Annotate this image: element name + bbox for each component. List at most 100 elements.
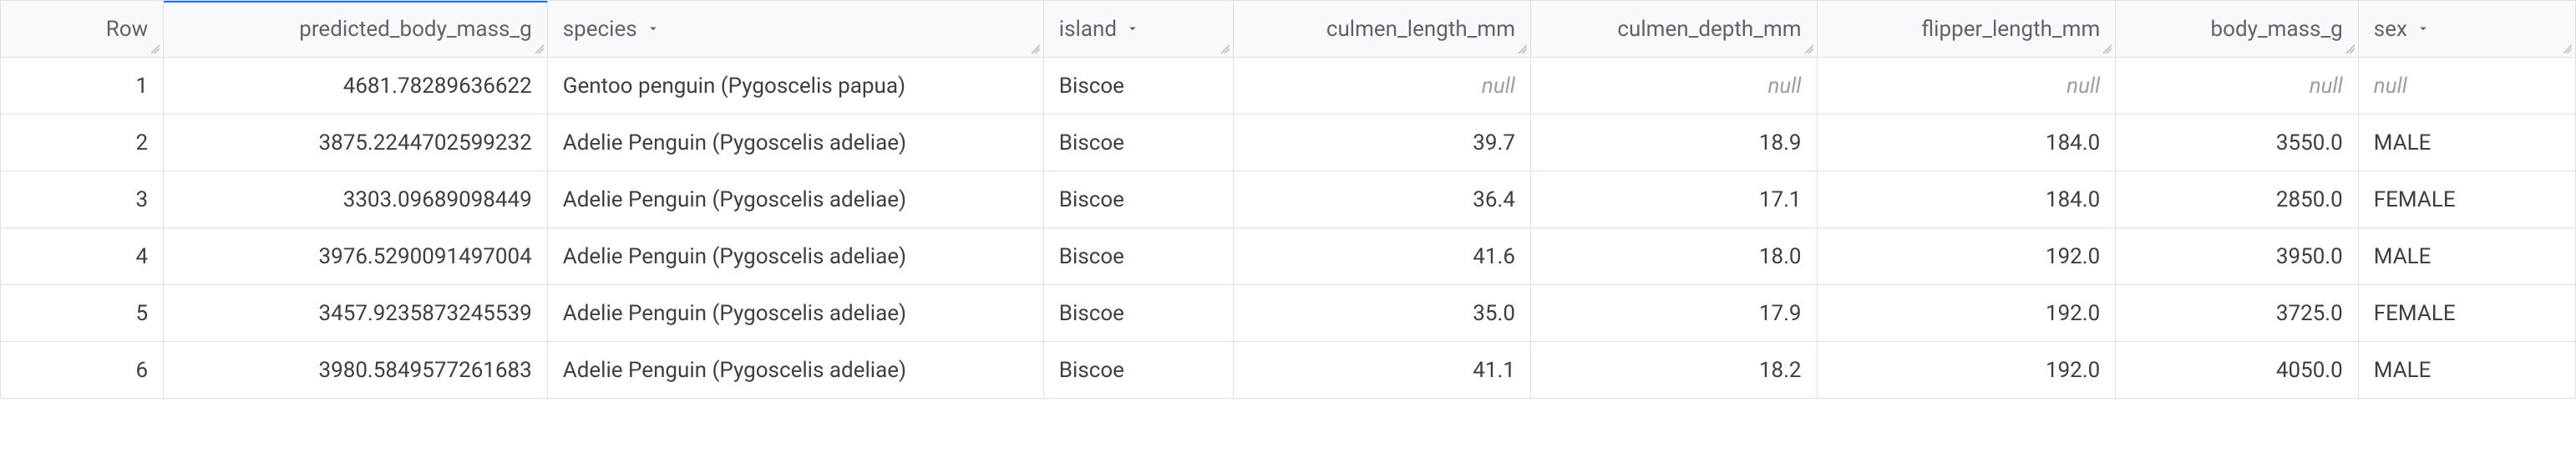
cell-value: 17.9 — [1759, 301, 1802, 326]
column-header-clen[interactable]: culmen_length_mm — [1234, 1, 1531, 58]
column-header-flen[interactable]: flipper_length_mm — [1817, 1, 2116, 58]
cell-flen: 184.0 — [1817, 115, 2116, 171]
cell-value: 6 — [136, 358, 149, 383]
cell-isl: Biscoe — [1043, 58, 1234, 115]
cell-value: 18.0 — [1759, 244, 1802, 269]
cell-bmass: 2850.0 — [2116, 171, 2359, 228]
cell-value: 5 — [136, 301, 149, 326]
cell-value: Adelie Penguin (Pygoscelis adeliae) — [563, 301, 906, 326]
table-row[interactable]: 14681.78289636622Gentoo penguin (Pygosce… — [1, 58, 2576, 115]
column-header-spec[interactable]: species — [547, 1, 1043, 58]
cell-value: 18.9 — [1759, 130, 1802, 156]
table-row[interactable]: 6 3980.5849577261683 Adelie Penguin (Pygos… — [1, 342, 2576, 399]
column-header-cdep[interactable]: culmen_depth_mm — [1531, 1, 1818, 58]
results-body: 14681.78289636622Gentoo penguin (Pygosce… — [1, 58, 2576, 399]
cell-value: MALE — [2374, 130, 2431, 156]
cell-value: 3976.5290091497004 — [318, 244, 531, 269]
column-label: culmen_length_mm — [1326, 17, 1515, 42]
cell-value: 3875.2244702599232 — [318, 130, 531, 156]
cell-pbm: 3875.2244702599232 — [164, 115, 548, 171]
cell-value: 2850.0 — [2276, 187, 2343, 212]
cell-cdep: 18.2 — [1531, 342, 1818, 399]
column-label: sex — [2374, 17, 2407, 42]
column-resize-handle[interactable] — [530, 40, 545, 55]
dropdown-icon[interactable] — [1125, 17, 1140, 42]
cell-value: 184.0 — [2046, 130, 2100, 156]
cell-value: 2 — [136, 130, 149, 156]
table-row[interactable]: 23875.2244702599232Adelie Penguin (Pygos… — [1, 115, 2576, 171]
cell-pbm: 4681.78289636622 — [164, 58, 548, 115]
cell-flen: 184.0 — [1817, 171, 2116, 228]
cell-value: 3550.0 — [2276, 130, 2343, 156]
cell-isl: Biscoe — [1043, 115, 1234, 171]
column-resize-handle[interactable] — [1216, 40, 1231, 55]
column-resize-handle[interactable] — [2098, 40, 2113, 55]
column-resize-handle[interactable] — [1027, 40, 1042, 55]
column-resize-handle[interactable] — [2558, 40, 2573, 55]
column-header-isl[interactable]: island — [1043, 1, 1234, 58]
column-header-bmass[interactable]: body_mass_g — [2116, 1, 2359, 58]
cell-value: 3950.0 — [2276, 244, 2343, 269]
cell-value: Adelie Penguin (Pygoscelis adeliae) — [563, 244, 906, 269]
cell-spec: Adelie Penguin (Pygoscelis adeliae) — [547, 342, 1043, 399]
cell-value: 41.1 — [1473, 358, 1515, 383]
column-header-sex[interactable]: sex — [2358, 1, 2575, 58]
table-row[interactable]: 4 3976.5290091497004 Adelie Penguin (Pygos… — [1, 228, 2576, 285]
column-resize-handle[interactable] — [1800, 40, 1815, 55]
table-row[interactable]: 33303.09689098449Adelie Penguin (Pygosce… — [1, 171, 2576, 228]
cell-value: 35.0 — [1473, 301, 1515, 326]
cell-value: Biscoe — [1059, 187, 1124, 212]
cell-flen: 192.0 — [1817, 228, 2116, 285]
cell-value: 3303.09689098449 — [343, 187, 532, 212]
null-value: null — [1767, 74, 1801, 99]
column-resize-handle[interactable] — [146, 40, 161, 55]
null-value: null — [2374, 74, 2407, 99]
cell-value: Adelie Penguin (Pygoscelis adeliae) — [563, 187, 906, 212]
cell-cdep: 17.9 — [1531, 285, 1818, 342]
cell-pbm: 3976.5290091497004 — [164, 228, 548, 285]
cell-value: 17.1 — [1759, 187, 1802, 212]
cell-flen: 192.0 — [1817, 342, 2116, 399]
cell-value: Gentoo penguin (Pygoscelis papua) — [563, 74, 905, 99]
cell-clen: 39.7 — [1234, 115, 1531, 171]
cell-bmass: 3950.0 — [2116, 228, 2359, 285]
cell-bmass: 4050.0 — [2116, 342, 2359, 399]
cell-sex: MALE — [2358, 342, 2575, 399]
cell-sex: null — [2358, 58, 2575, 115]
column-label: flipper_length_mm — [1921, 17, 2100, 42]
cell-value: 4050.0 — [2276, 358, 2343, 383]
cell-cdep: null — [1531, 58, 1818, 115]
cell-isl: Biscoe — [1043, 285, 1234, 342]
dropdown-icon[interactable] — [646, 17, 661, 42]
cell-spec: Adelie Penguin (Pygoscelis adeliae) — [547, 228, 1043, 285]
results-table: Rowpredicted_body_mass_g species island cul… — [0, 0, 2576, 399]
cell-value: 192.0 — [2046, 244, 2100, 269]
cell-value: 4 — [136, 244, 149, 269]
cell-sex: MALE — [2358, 115, 2575, 171]
cell-sex: FEMALE — [2358, 285, 2575, 342]
cell-value: 4681.78289636622 — [343, 74, 532, 99]
cell-spec: Adelie Penguin (Pygoscelis adeliae) — [547, 285, 1043, 342]
cell-sex: FEMALE — [2358, 171, 2575, 228]
cell-isl: Biscoe — [1043, 171, 1234, 228]
cell-clen: null — [1234, 58, 1531, 115]
cell-value: Biscoe — [1059, 358, 1124, 383]
column-resize-handle[interactable] — [1514, 40, 1529, 55]
column-label: species — [563, 17, 637, 42]
cell-value: 3980.5849577261683 — [318, 358, 531, 383]
column-header-row[interactable]: Row — [1, 1, 164, 58]
column-label: culmen_depth_mm — [1617, 17, 1801, 42]
cell-pbm: 3303.09689098449 — [164, 171, 548, 228]
cell-value: Biscoe — [1059, 244, 1124, 269]
active-column-indicator — [164, 1, 547, 3]
cell-value: 192.0 — [2046, 301, 2100, 326]
cell-clen: 35.0 — [1234, 285, 1531, 342]
table-row[interactable]: 53457.9235873245539Adelie Penguin (Pygos… — [1, 285, 2576, 342]
cell-value: 184.0 — [2046, 187, 2100, 212]
cell-row: 5 — [1, 285, 164, 342]
cell-flen: null — [1817, 58, 2116, 115]
column-header-pbm[interactable]: predicted_body_mass_g — [164, 1, 548, 58]
cell-clen: 41.1 — [1234, 342, 1531, 399]
dropdown-icon[interactable] — [2416, 17, 2431, 42]
column-resize-handle[interactable] — [2341, 40, 2356, 55]
